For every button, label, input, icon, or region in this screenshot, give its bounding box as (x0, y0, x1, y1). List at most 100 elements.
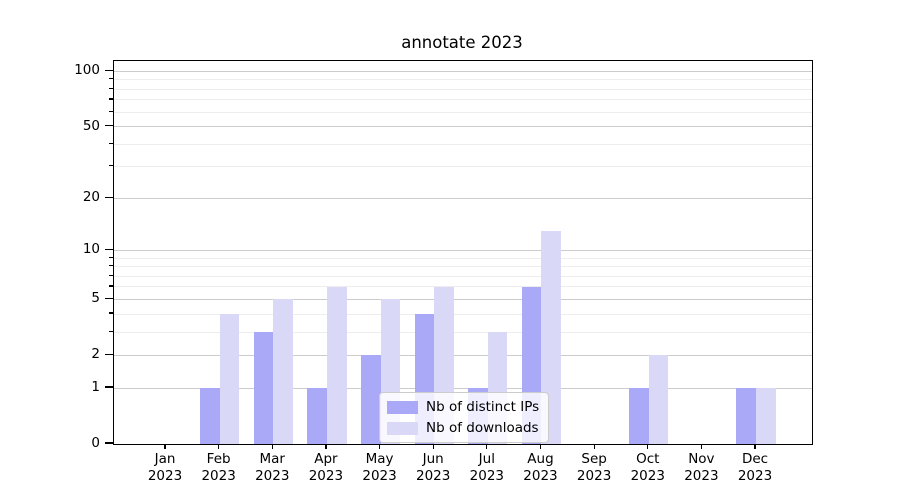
x-tick-mark (539, 444, 542, 449)
legend-swatch-distinct-ips-icon (387, 400, 418, 414)
bar-distinct-ips (307, 388, 327, 444)
x-tick-label-year: 2023 (416, 468, 451, 484)
x-tick-label: Aug 2023 (505, 451, 575, 485)
x-tick-label: Feb 2023 (184, 451, 254, 485)
x-tick-label: Jun 2023 (398, 451, 468, 485)
x-tick-mark (164, 444, 166, 449)
bar-downloads (756, 388, 776, 444)
y-tick-label: 50 (82, 117, 100, 134)
bar-downloads (648, 355, 669, 444)
x-tick-label: Nov 2023 (666, 451, 736, 485)
gridline-major (114, 354, 812, 356)
x-tick-mark (378, 444, 381, 449)
x-tick-label: Dec 2023 (720, 451, 790, 485)
gridline-minor (114, 266, 812, 268)
y-tick-mark-minor (109, 87, 113, 89)
legend-item-downloads: Nb of downloads (387, 420, 539, 436)
gridline-minor (114, 111, 812, 113)
y-tick-mark-minor (109, 256, 113, 258)
x-tick-label-year: 2023 (737, 468, 773, 484)
gridline-major (114, 197, 812, 199)
x-tick-label: Mar 2023 (237, 451, 307, 485)
x-tick-label-month: Mar (259, 451, 285, 467)
gridline-major (114, 70, 812, 72)
bar-downloads (273, 299, 293, 444)
x-tick-label: Sep 2023 (559, 451, 629, 485)
bar-distinct-ips (200, 388, 220, 444)
y-tick-label: 2 (91, 346, 100, 363)
gridline-minor (114, 166, 812, 168)
x-tick-mark (486, 444, 488, 449)
y-tick-mark-minor (109, 285, 113, 287)
gridline-major (114, 126, 812, 128)
x-tick-label-month: Dec (741, 451, 769, 467)
x-tick-label-year: 2023 (201, 468, 236, 484)
y-tick-mark (105, 248, 113, 251)
x-tick-label-month: Apr (314, 451, 338, 467)
y-tick-mark (105, 353, 113, 355)
y-tick-label: 0 (91, 435, 100, 451)
gridline-major (114, 298, 812, 300)
x-tick-label-month: Jan (154, 451, 176, 467)
legend: Nb of distinct IPs Nb of downloads (379, 392, 550, 443)
x-tick-label: May 2023 (345, 451, 415, 485)
y-tick-mark (105, 69, 113, 72)
x-tick-mark (754, 444, 756, 449)
chart-title: annotate 2023 (401, 33, 523, 52)
y-tick-mark-minor (109, 330, 113, 332)
x-tick-label: Apr 2023 (291, 451, 361, 485)
x-tick-label-month: Sep (581, 451, 607, 467)
gridline-minor (114, 99, 812, 101)
y-tick-mark-minor (109, 312, 113, 314)
x-tick-label: Oct 2023 (613, 451, 683, 485)
legend-label-distinct-ips: Nb of distinct IPs (426, 399, 540, 415)
x-tick-label: Jul 2023 (452, 451, 522, 485)
y-tick-mark-minor (109, 274, 113, 276)
y-tick-label: 20 (82, 189, 100, 206)
x-tick-label-month: Oct (636, 451, 660, 467)
y-tick-mark (105, 442, 113, 444)
gridline-major (114, 249, 812, 251)
y-tick-label: 10 (82, 241, 100, 258)
y-tick-label: 100 (74, 62, 100, 79)
bar-downloads (541, 230, 562, 444)
y-tick-mark (105, 297, 113, 299)
gridline-minor (114, 79, 812, 81)
y-tick-label: 5 (91, 290, 100, 307)
x-tick-label-year: 2023 (147, 468, 183, 484)
x-tick-label-year: 2023 (308, 468, 344, 484)
x-tick-label-month: Jul (478, 451, 495, 467)
x-tick-mark (271, 444, 273, 449)
x-tick-label-year: 2023 (630, 468, 665, 484)
x-tick-label-month: Aug (527, 451, 554, 467)
y-tick-mark (105, 386, 113, 388)
x-tick-label-year: 2023 (576, 468, 612, 484)
x-tick-label-year: 2023 (684, 468, 719, 484)
gridline-minor (114, 331, 812, 333)
x-tick-label-month: Nov (688, 451, 715, 467)
x-tick-label-month: Feb (206, 451, 231, 467)
legend-label-downloads: Nb of downloads (426, 420, 539, 436)
y-tick-label: 1 (91, 379, 100, 396)
legend-item-distinct-ips: Nb of distinct IPs (387, 399, 539, 415)
x-tick-label-month: May (365, 451, 394, 467)
bar-distinct-ips (629, 388, 649, 444)
y-tick-mark-minor (109, 265, 113, 267)
x-tick-mark (647, 444, 649, 449)
y-tick-mark-minor (109, 98, 113, 100)
y-tick-mark-minor (109, 110, 113, 112)
y-tick-mark-minor (109, 142, 113, 144)
x-tick-label-year: 2023 (469, 468, 504, 484)
gridline-minor (114, 286, 812, 288)
legend-swatch-downloads-icon (387, 421, 418, 435)
x-tick-label-year: 2023 (362, 468, 397, 484)
gridline-major (114, 387, 812, 389)
x-tick-mark (700, 444, 702, 449)
x-tick-label-year: 2023 (255, 468, 290, 484)
x-tick-label: Jan 2023 (130, 451, 200, 485)
bar-downloads (219, 314, 240, 444)
x-tick-mark (593, 444, 595, 449)
y-tick-mark (105, 125, 113, 127)
x-tick-mark (432, 444, 434, 449)
